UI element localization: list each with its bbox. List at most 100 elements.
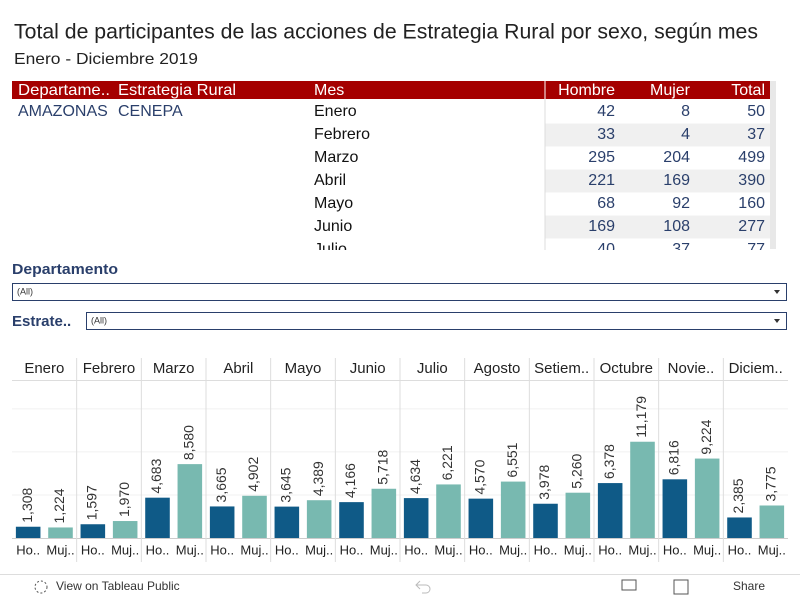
x-tick-label: Ho.. xyxy=(598,542,622,557)
cell: 37 xyxy=(672,241,690,258)
x-tick-label: Ho.. xyxy=(663,542,687,557)
cell: Julio xyxy=(314,241,347,258)
x-tick-label: Muj.. xyxy=(176,542,204,557)
column-header: Enero xyxy=(24,360,64,377)
title: Total de participantes de las acciones d… xyxy=(14,21,758,44)
cell: 40 xyxy=(597,241,615,258)
scrollbar[interactable] xyxy=(770,81,776,249)
bar xyxy=(403,498,429,538)
x-tick-label: Muj.. xyxy=(758,542,786,557)
cell: 8 xyxy=(681,103,690,120)
value-label: 4,902 xyxy=(245,457,261,492)
column-header: Hombre xyxy=(558,82,615,99)
cell: 108 xyxy=(663,218,690,235)
column-header: Departame.. xyxy=(18,82,110,99)
column-header: Mujer xyxy=(650,82,691,99)
x-tick-label: Muj.. xyxy=(628,542,656,557)
bar xyxy=(759,505,785,538)
x-tick-label: Ho.. xyxy=(340,542,364,557)
cell: CENEPA xyxy=(118,103,183,120)
bar xyxy=(694,458,720,538)
bar xyxy=(339,502,364,538)
value-label: 4,389 xyxy=(310,461,326,496)
undo-icon[interactable] xyxy=(415,580,431,594)
filter-dropdown[interactable] xyxy=(86,312,787,330)
x-tick-label: Ho.. xyxy=(404,542,428,557)
bar xyxy=(468,498,494,538)
bar xyxy=(371,488,397,538)
filter-label: Estrate.. xyxy=(12,313,71,330)
x-tick-label: Muj.. xyxy=(434,542,462,557)
cell: 92 xyxy=(672,195,690,212)
x-tick-label: Ho.. xyxy=(210,542,234,557)
bar xyxy=(533,503,558,538)
dropdown-arrow xyxy=(774,290,780,294)
x-tick-label: Muj.. xyxy=(370,542,398,557)
cell: 33 xyxy=(597,126,615,143)
cell: 277 xyxy=(738,218,765,235)
column-header: Agosto xyxy=(474,360,521,377)
value-label: 1,597 xyxy=(84,485,100,520)
cell: 169 xyxy=(663,172,690,189)
filter-dropdown[interactable] xyxy=(12,283,787,301)
download-icon[interactable] xyxy=(621,579,637,591)
tableau-icon xyxy=(34,580,48,594)
row-shade xyxy=(545,169,770,193)
x-tick-label: Muj.. xyxy=(111,542,139,557)
cell: 499 xyxy=(738,149,765,166)
bar xyxy=(145,497,170,538)
bar xyxy=(662,479,688,538)
column-header: Abril xyxy=(223,360,253,377)
cell: Mayo xyxy=(314,195,353,212)
bar xyxy=(80,524,106,538)
value-label: 6,816 xyxy=(666,440,682,475)
value-label: 1,224 xyxy=(51,488,67,523)
bar xyxy=(112,521,138,538)
cell: Junio xyxy=(314,218,352,235)
cell: 160 xyxy=(738,195,765,212)
value-label: 6,378 xyxy=(601,444,617,479)
value-label: 4,570 xyxy=(472,459,488,494)
column-header: Mayo xyxy=(285,360,322,377)
cell: 68 xyxy=(597,195,615,212)
cell: AMAZONAS xyxy=(18,103,108,120)
cell: Marzo xyxy=(314,149,359,166)
value-label: 3,978 xyxy=(536,464,552,499)
filter-value: (All) xyxy=(17,286,33,296)
bar xyxy=(15,526,41,538)
cell: 50 xyxy=(747,103,765,120)
cell: 42 xyxy=(597,103,615,120)
share-button[interactable]: Share xyxy=(733,579,765,593)
view-link[interactable]: View on Tableau Public xyxy=(56,579,180,593)
x-tick-label: Ho.. xyxy=(81,542,105,557)
column-header: Mes xyxy=(314,82,344,99)
value-label: 9,224 xyxy=(698,419,714,454)
cell: 169 xyxy=(588,218,615,235)
column-header: Novie.. xyxy=(668,360,715,377)
value-label: 4,166 xyxy=(342,463,358,498)
column-header: Estrategia Rural xyxy=(118,82,236,99)
bar xyxy=(436,484,461,538)
table-header-bg xyxy=(12,81,770,99)
column-header: Julio xyxy=(417,360,448,377)
x-tick-label: Ho.. xyxy=(275,542,299,557)
cell: 4 xyxy=(681,126,690,143)
filter-value: (All) xyxy=(91,315,107,325)
table: Departame.. Estrategia Rural Mes Hombre Muje… xyxy=(18,81,770,258)
value-label: 5,260 xyxy=(569,453,585,488)
filter-label: Departamento xyxy=(12,261,118,278)
value-label: 3,645 xyxy=(278,467,294,502)
value-label: 5,718 xyxy=(375,450,391,485)
value-label: 1,308 xyxy=(19,487,35,522)
bar-chart: Enero 1,308 Ho.. 1,224 Muj.. Febrero 1,597 Ho..… xyxy=(12,358,788,562)
x-tick-label: Ho.. xyxy=(534,542,558,557)
fullscreen-icon[interactable] xyxy=(673,579,689,595)
value-label: 2,385 xyxy=(730,478,746,513)
bar xyxy=(630,441,655,538)
cell: 77 xyxy=(747,241,765,258)
bar xyxy=(242,495,267,538)
x-tick-label: Ho.. xyxy=(16,542,40,557)
bar xyxy=(48,527,73,538)
column-header: Junio xyxy=(350,360,386,377)
